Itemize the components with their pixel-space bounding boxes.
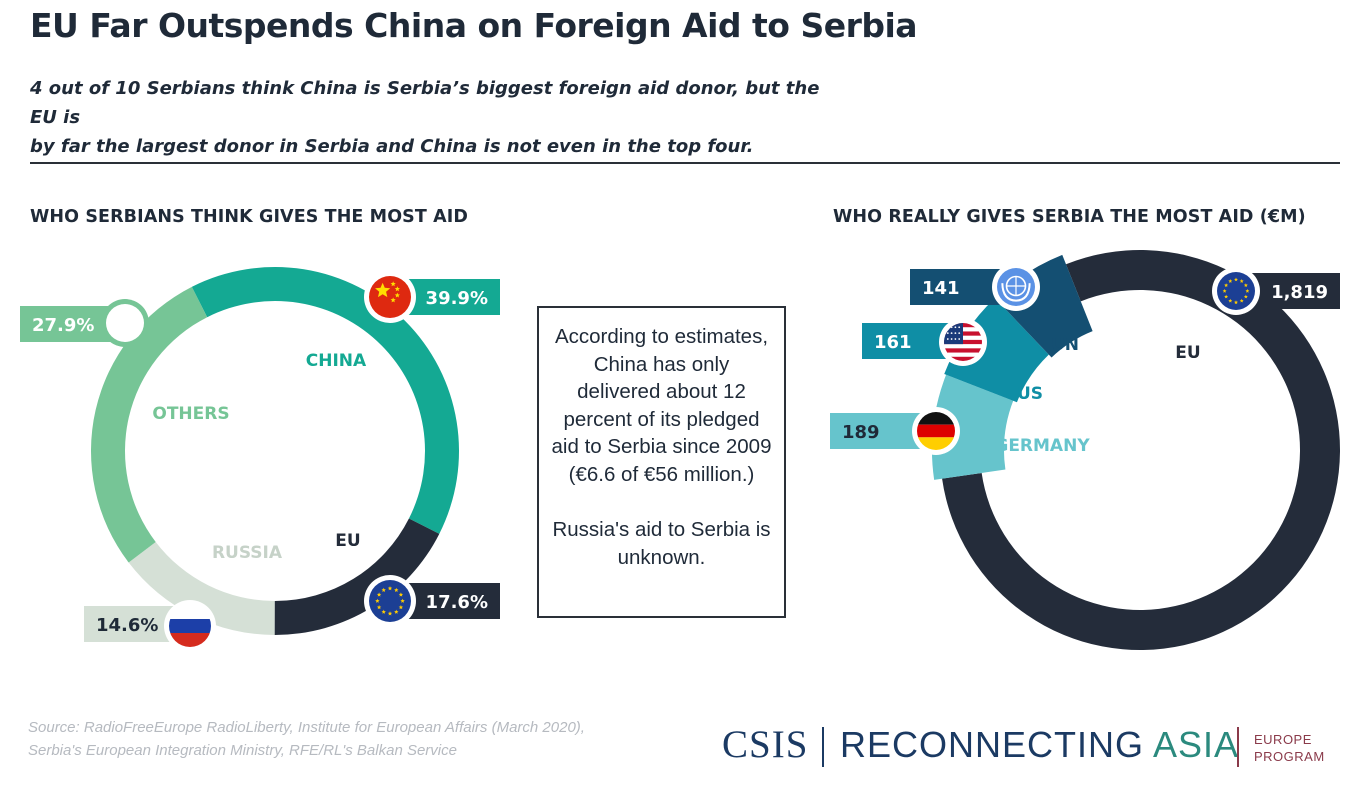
svg-text:1,819: 1,819 xyxy=(1271,282,1328,303)
page-subtitle: 4 out of 10 Serbians think China is Serb… xyxy=(30,74,850,161)
note-paragraph: According to estimates, China has only d… xyxy=(551,325,772,486)
slice-others xyxy=(91,286,208,563)
un-flag-icon xyxy=(992,263,1040,311)
svg-text:161: 161 xyxy=(874,332,912,353)
note-box: According to estimates, China has only d… xyxy=(537,306,786,618)
label-un: UN xyxy=(1051,335,1079,355)
logo-asia-text: ASIA xyxy=(1153,724,1240,765)
svg-text:189: 189 xyxy=(842,422,880,443)
slice-russia xyxy=(128,541,275,635)
us-flag-icon xyxy=(939,318,987,366)
eu-flag-icon xyxy=(364,575,416,627)
logo-reconnecting-text: RECONNECTING xyxy=(840,724,1145,765)
note-paragraph: Russia's aid to Serbia is unknown. xyxy=(552,518,771,569)
label-eu: EU xyxy=(335,531,360,551)
label-germany: GERMANY xyxy=(994,436,1090,456)
source-line: Serbia's European Integration Ministry, … xyxy=(28,742,457,759)
label-russia: RUSSIA xyxy=(212,543,283,563)
slice-germany xyxy=(931,374,1014,480)
svg-text:14.6%: 14.6% xyxy=(96,615,158,636)
left-chart-title: WHO SERBIANS THINK GIVES THE MOST AID xyxy=(30,207,468,227)
logo-divider xyxy=(822,727,824,767)
right-donut-chart: EU GERMANY US UN 1,819 189 161 141 xyxy=(830,250,1341,650)
blank-icon xyxy=(101,299,149,347)
subtitle-line: by far the largest donor in Serbia and C… xyxy=(30,136,754,157)
label-us: US xyxy=(1017,384,1043,404)
germany-flag-icon xyxy=(912,407,960,455)
logo-program-text: PROGRAM xyxy=(1254,749,1325,764)
label-others: OTHERS xyxy=(152,404,229,424)
svg-text:141: 141 xyxy=(922,278,960,299)
china-flag-icon xyxy=(364,271,416,323)
logo-europe-text: EUROPE xyxy=(1254,732,1312,747)
left-donut-chart: CHINA EU RUSSIA OTHERS 39.9% 17.6% 14.6% 27.9% xyxy=(20,267,500,652)
source-note: Source: RadioFreeEurope RadioLiberty, In… xyxy=(28,716,585,762)
logo-divider xyxy=(1237,727,1239,767)
russia-flag-icon xyxy=(164,600,216,652)
slice-eu xyxy=(274,518,440,635)
source-line: Source: RadioFreeEurope RadioLiberty, In… xyxy=(28,719,585,736)
label-china: CHINA xyxy=(306,351,367,371)
header-divider xyxy=(30,162,1340,164)
svg-text:39.9%: 39.9% xyxy=(426,288,488,309)
svg-text:27.9%: 27.9% xyxy=(32,315,94,336)
page-title: EU Far Outspends China on Foreign Aid to… xyxy=(30,6,918,45)
slice-china xyxy=(191,267,460,534)
label-eu: EU xyxy=(1175,343,1200,363)
subtitle-line: 4 out of 10 Serbians think China is Serb… xyxy=(30,78,820,128)
reconnecting-asia-logo: RECONNECTING ASIA xyxy=(840,724,1239,766)
svg-text:17.6%: 17.6% xyxy=(426,592,488,613)
europe-program-logo: EUROPE PROGRAM xyxy=(1254,731,1325,765)
right-chart-title: WHO REALLY GIVES SERBIA THE MOST AID (€M… xyxy=(833,207,1306,227)
csis-logo: CSIS xyxy=(722,723,809,766)
slice-us xyxy=(944,298,1049,403)
eu-flag-icon xyxy=(1212,267,1260,315)
